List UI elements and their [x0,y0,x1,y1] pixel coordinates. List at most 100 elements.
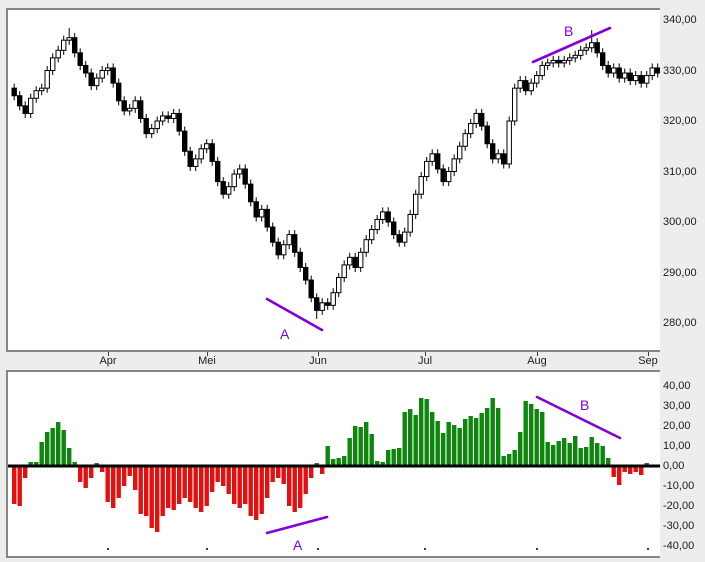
month-tick-dot [647,548,649,550]
momentum-bar-positive [364,422,369,466]
candle-body [655,67,660,74]
month-label-jun: Jun [309,355,327,367]
candle-body [281,244,287,256]
momentum-bar-negative [100,466,105,472]
candle-body [644,75,650,84]
momentum-bar-negative [116,466,121,498]
candle-body [187,150,193,167]
candle-body [352,256,358,268]
candle-body [490,143,496,160]
momentum-bar-positive [413,415,418,466]
momentum-bar-positive [424,399,429,466]
candle-body [231,173,237,188]
month-tick-dot [536,548,538,550]
momentum-bar-positive [397,448,402,466]
momentum-bar-positive [573,436,578,466]
momentum-bar-negative [204,466,209,506]
candle-body [435,153,441,170]
momentum-bar-negative [23,466,28,478]
candle-body [193,158,199,167]
candle-body [33,90,39,99]
candle-body [198,148,204,160]
candle-body [396,234,402,243]
candle-body [501,153,507,165]
candle-body [110,67,116,84]
candle-body [402,231,408,243]
candle-body [451,158,457,172]
trendline-label-B: B [580,397,589,413]
momentum-bar-negative [17,466,22,506]
momentum-bar-positive [446,422,451,466]
candle-body [253,201,259,218]
candle-body [589,42,595,49]
candle-body [286,234,292,246]
trendline-label-A: A [293,537,303,553]
candle-body [385,211,391,223]
momentum-chart: AB [8,395,660,553]
momentum-bar-negative [182,466,187,498]
momentum-bar-positive [325,446,330,466]
momentum-axis-label: 30,00 [663,400,691,412]
momentum-bar-positive [347,438,352,466]
momentum-bar-negative [105,466,110,502]
candle-body [462,133,468,147]
candle-body [121,100,127,112]
candle-body [468,123,474,135]
momentum-bar-negative [292,466,297,512]
candle-body [99,70,105,79]
trendline-B [535,395,622,440]
month-tick [537,352,538,356]
momentum-bar-negative [287,466,292,506]
candle-body [237,168,243,175]
momentum-bar-negative [177,466,182,504]
price-axis-label: 340,00 [663,14,697,26]
momentum-bar-negative [276,466,281,478]
momentum-bar-positive [479,413,484,466]
candle-body [171,112,177,119]
candle-body [413,193,419,215]
momentum-axis-label: 10,00 [663,440,691,452]
candle-body [600,52,606,66]
candle-body [523,80,529,92]
momentum-bar-positive [380,462,385,466]
momentum-bar-positive [540,412,545,466]
candle-body [308,279,314,299]
candle-body [220,181,226,195]
candle-body [627,72,633,82]
candle-body [39,87,45,92]
momentum-bar-positive [28,462,33,466]
price-axis-label: 280,00 [663,317,697,329]
candle-body [209,143,215,162]
candle-body [633,75,639,82]
candle-body [341,264,347,279]
price-axis-label: 310,00 [663,165,697,178]
momentum-bar-positive [336,458,341,466]
momentum-bar-negative [122,466,127,486]
momentum-bar-negative [270,466,275,482]
momentum-bar-positive [430,412,435,466]
momentum-bar-negative [259,466,264,514]
momentum-bar-negative [12,466,17,504]
candle-body [11,87,17,97]
candle-body [116,82,122,102]
momentum-axis-label: 40,00 [663,380,691,392]
candle-body [94,77,100,87]
momentum-bar-negative [160,466,165,516]
momentum-bar-positive [600,446,605,466]
momentum-bar-negative [111,466,116,508]
momentum-bar-positive [369,434,374,466]
candle-body [264,208,270,228]
candle-body [242,168,248,185]
candlestick-chart: AB [11,23,660,342]
momentum-bar-positive [61,430,66,466]
month-tick [425,352,426,356]
momentum-bar-positive [34,462,39,466]
month-tick-dot [206,548,208,550]
momentum-bar-positive [518,432,523,466]
trendline-A [265,297,324,332]
candle-body [374,218,380,231]
momentum-bar-negative [149,466,154,528]
candle-body [572,54,578,59]
month-tick [207,352,208,356]
